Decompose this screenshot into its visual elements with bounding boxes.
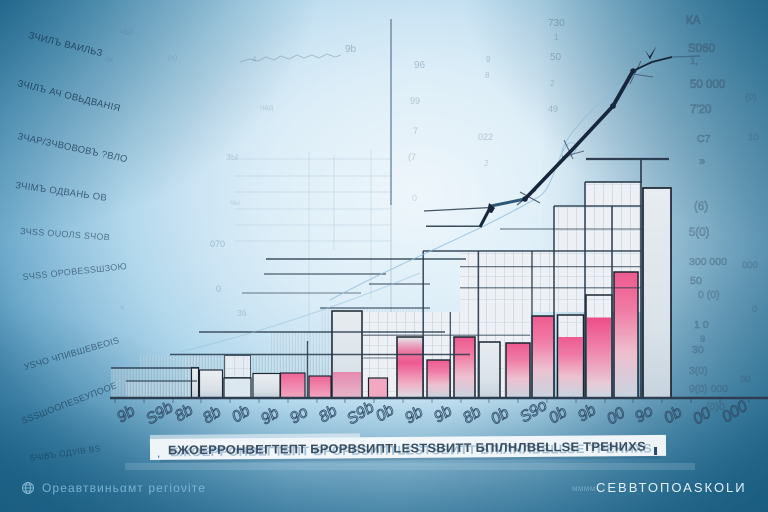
svg-text:бк: бк (105, 55, 114, 64)
svg-text:Зб: Зб (237, 309, 247, 318)
svg-text:30: 30 (692, 344, 704, 356)
svg-text:БЖОЕРРОНВЕГТЕПТ БРОРВЅИПТLЕЅТЅ: БЖОЕРРОНВЕГТЕПТ БРОРВЅИПТLЕЅТЅВИТТ БПІЛН… (170, 442, 652, 460)
svg-text:»: » (699, 156, 705, 168)
svg-text:мммм: мммм (572, 484, 596, 493)
svg-text:50 000: 50 000 (690, 79, 725, 91)
svg-text:50: 50 (550, 52, 562, 63)
svg-text:КА: КА (686, 15, 701, 27)
svg-text:2: 2 (484, 159, 489, 168)
svg-text:070: 070 (210, 239, 225, 249)
svg-text:4: 4 (252, 55, 257, 64)
svg-text:0: 0 (752, 304, 757, 315)
svg-text:S060: S060 (688, 43, 715, 55)
svg-text:9b: 9b (345, 44, 357, 55)
svg-text:1: 1 (554, 33, 559, 42)
svg-text:(0)0: (0)0 (706, 401, 725, 413)
svg-text:ЗЫ: ЗЫ (226, 153, 238, 162)
svg-text:БЖОЕРРОНВЕГТЕПТ БРОРВЅИПТLЕЅТЅ: БЖОЕРРОНВЕГТЕПТ БРОРВЅИПТLЕЅТЅВИТТ БПІЛН… (168, 440, 646, 458)
svg-text:730: 730 (548, 18, 565, 29)
svg-text:чад: чад (260, 103, 274, 112)
svg-text:0: 0 (412, 193, 417, 203)
svg-text:9: 9 (700, 334, 705, 345)
svg-text:50: 50 (690, 275, 702, 287)
svg-text:(6): (6) (694, 201, 708, 213)
svg-text:(0): (0) (745, 92, 757, 103)
svg-text:10: 10 (748, 132, 759, 143)
svg-text:000: 000 (742, 260, 758, 271)
svg-text:00: 00 (740, 374, 751, 385)
svg-text:1 0: 1 0 (694, 319, 709, 331)
svg-text:СЕВВТОПОАЅКОLИ: СЕВВТОПОАЅКОLИ (596, 480, 747, 495)
svg-text:0 (0): 0 (0) (698, 289, 720, 301)
svg-text:0: 0 (216, 284, 221, 294)
svg-text:9: 9 (486, 55, 491, 64)
svg-text:7'20: 7'20 (690, 104, 711, 116)
svg-text:5(0): 5(0) (689, 227, 710, 239)
svg-text:8: 8 (485, 71, 490, 80)
svg-text:С7: С7 (697, 133, 711, 145)
svg-text:9(0) 000: 9(0) 000 (689, 383, 728, 395)
svg-text:(x): (x) (168, 53, 178, 62)
svg-text:99: 99 (410, 96, 420, 106)
svg-text:(7: (7 (408, 152, 416, 162)
svg-text:022: 022 (478, 132, 493, 142)
svg-text:96: 96 (414, 60, 426, 71)
svg-text:2: 2 (550, 79, 555, 88)
svg-text:ЧЫ: ЧЫ (120, 28, 132, 37)
svg-text:7: 7 (413, 126, 418, 136)
svg-text:1,: 1, (690, 56, 698, 67)
svg-text:чы: чы (230, 198, 240, 207)
svg-text:ч: ч (120, 303, 124, 312)
svg-text:49: 49 (548, 104, 558, 114)
svg-text:,: , (157, 448, 160, 460)
svg-text:3(0): 3(0) (689, 365, 708, 377)
svg-text:Ореавтвиньαмт регіоνіте: Ореавтвиньαмт регіоνіте (42, 481, 206, 495)
svg-text:300 000: 300 000 (689, 256, 727, 268)
